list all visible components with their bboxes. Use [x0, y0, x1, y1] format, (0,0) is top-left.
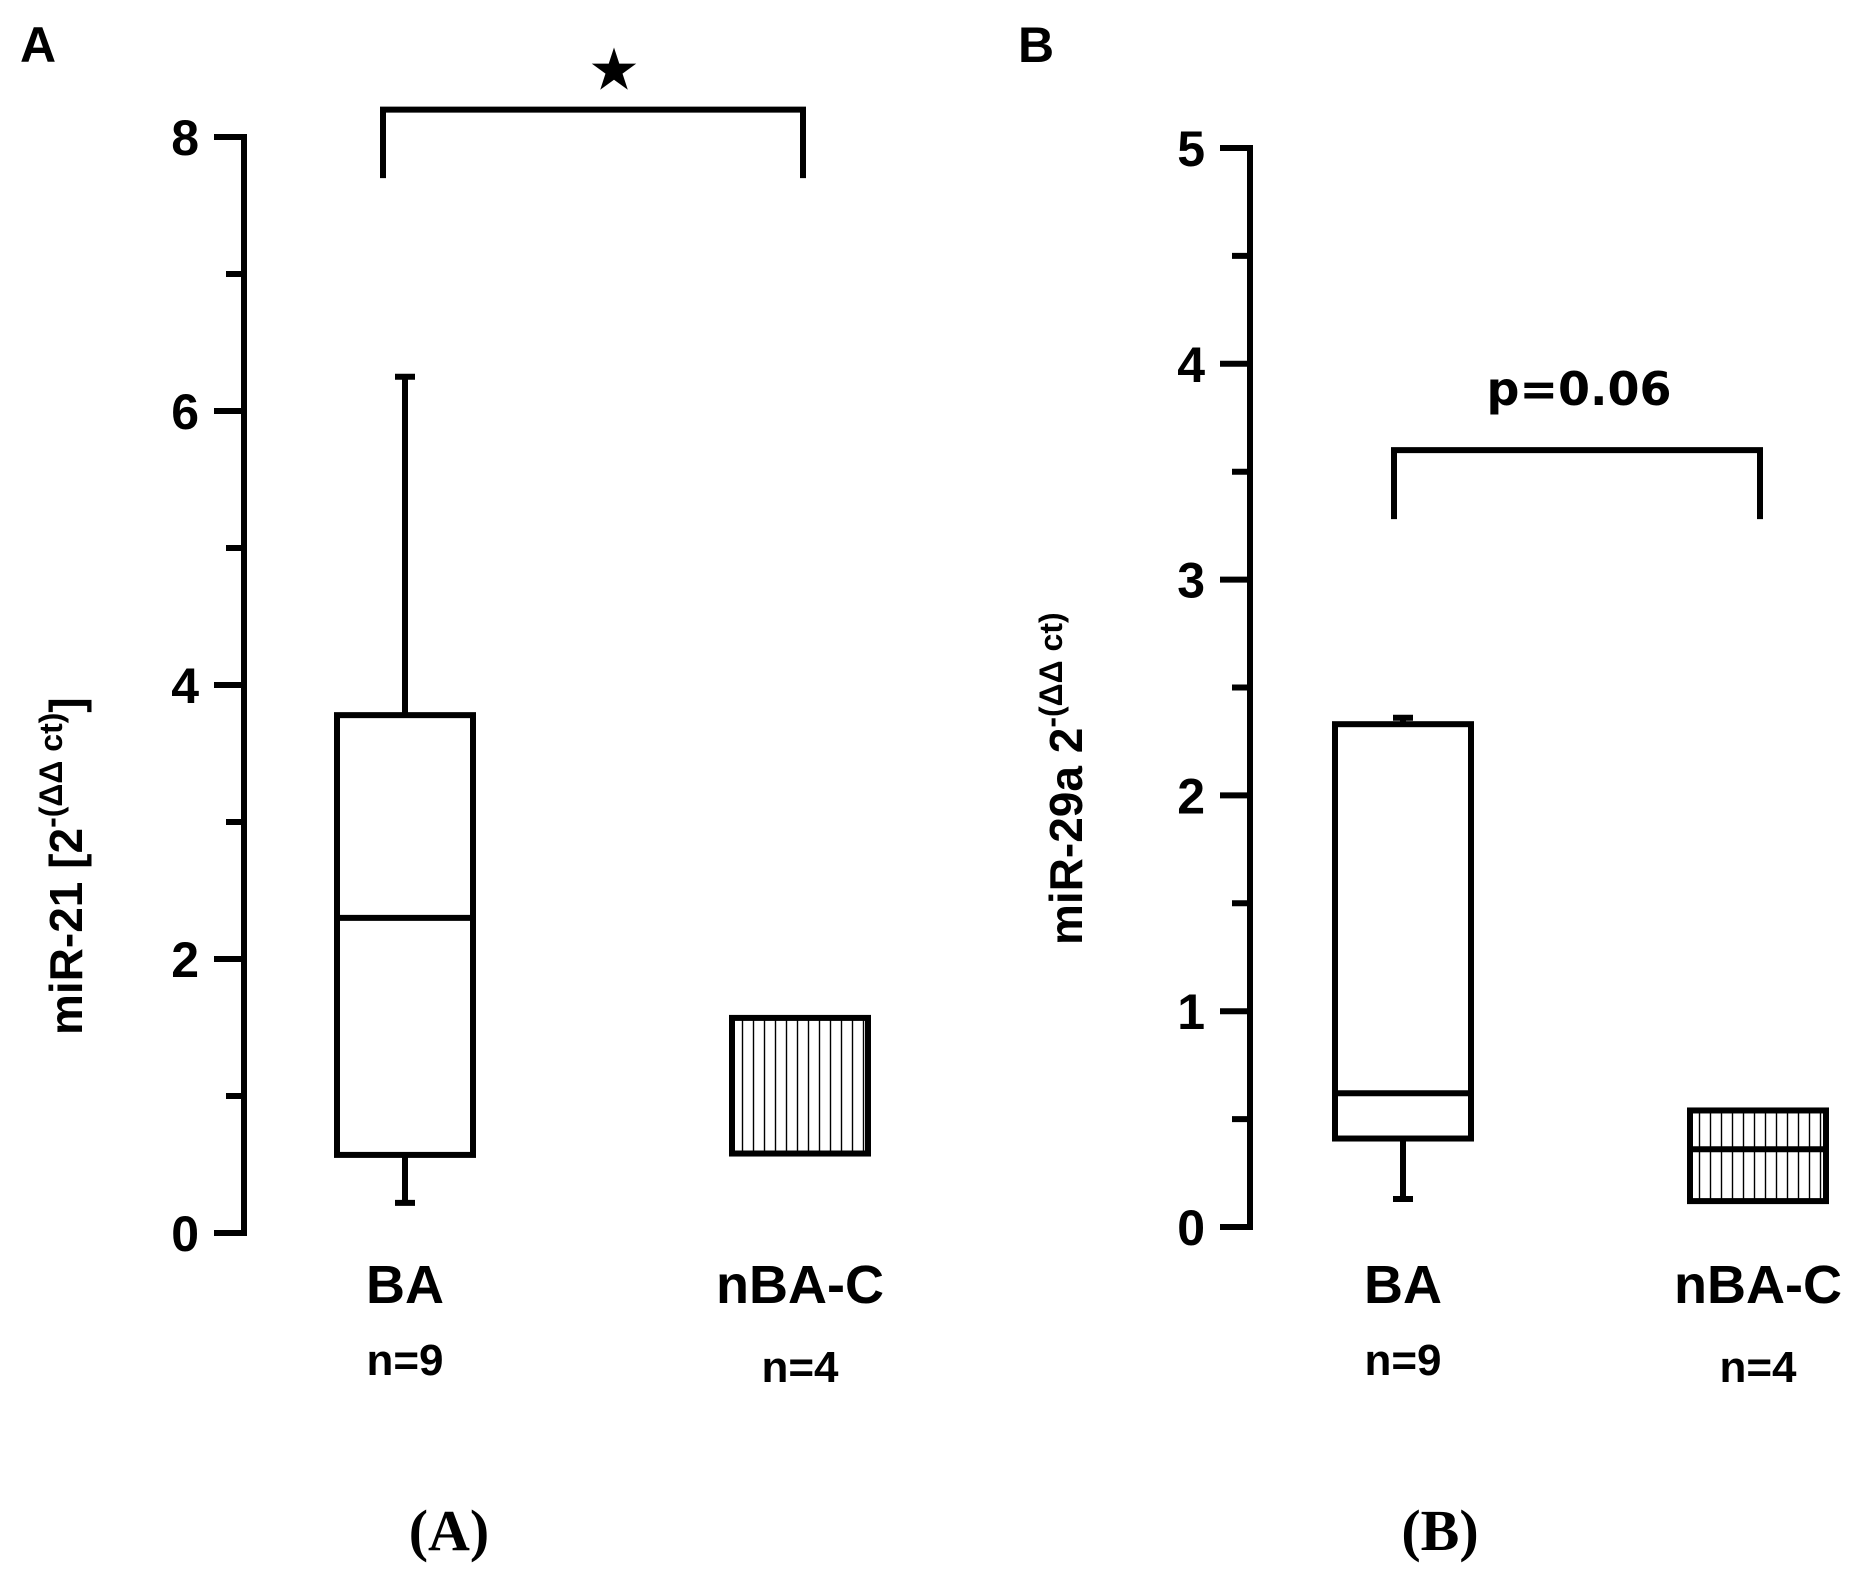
- panel-a-tick-label: 0: [171, 1206, 199, 1262]
- svg-text:miR-29a 2-(ΔΔ ct): miR-29a 2-(ΔΔ ct): [1033, 612, 1092, 945]
- panel-a-group-nba-c-box: [729, 1014, 871, 1157]
- panel-b-y-axis: 0 1 2 3 4 5: [1177, 121, 1253, 1256]
- panel-a-x-label-nba-c: nBA-C: [716, 1255, 884, 1315]
- panel-a-n-label-ba: n=9: [366, 1336, 443, 1385]
- panel-b-significance-bracket: [1391, 447, 1763, 520]
- panel-a-n-label-nba-c: n=4: [761, 1343, 839, 1392]
- panel-a-y-axis-title-main: miR-21 [2: [40, 828, 92, 1035]
- svg-text:miR-21 [2-(ΔΔ ct)]: miR-21 [2-(ΔΔ ct)]: [33, 697, 92, 1035]
- panel-b-y-axis-title: miR-29a 2-(ΔΔ ct): [1033, 612, 1092, 945]
- panel-a-y-axis-title: miR-21 [2-(ΔΔ ct)]: [33, 697, 92, 1035]
- panel-a-group-ba-box: [334, 712, 476, 1158]
- panel-b-n-label-nba-c: n=4: [1719, 1343, 1797, 1392]
- panel-a-caption: (A): [409, 1498, 490, 1563]
- panel-b-significance: p=0.06: [1391, 362, 1763, 520]
- panel-b-y-axis-title-main: miR-29a 2: [1040, 728, 1092, 945]
- panel-b-x-labels: BA n=9 nBA-C n=4: [1364, 1255, 1842, 1392]
- panel-a-tick-label: 6: [171, 384, 199, 440]
- panel-b-boxes: [1332, 714, 1829, 1205]
- panel-b-tick-label: 5: [1177, 121, 1205, 177]
- panel-a-tick-label: 2: [171, 932, 199, 988]
- panel-b-y-axis-title-exponent: -(ΔΔ ct): [1033, 612, 1069, 727]
- panel-a-significance-bracket: [380, 106, 806, 179]
- panel-a-y-axis-title-end: ]: [40, 697, 92, 712]
- panel-a-label: A: [20, 17, 56, 73]
- panel-b-x-label-ba: BA: [1364, 1255, 1442, 1315]
- panel-b-significance-label: p=0.06: [1487, 362, 1672, 416]
- panel-a-boxes: [334, 373, 871, 1206]
- panel-b-n-label-ba: n=9: [1364, 1336, 1441, 1385]
- panel-b-tick-label: 0: [1177, 1200, 1205, 1256]
- panel-b-group-nba-c-box: [1687, 1107, 1829, 1205]
- panel-b-tick-label: 4: [1177, 337, 1205, 393]
- panel-a-tick-label: 4: [171, 658, 199, 714]
- panel-a-x-label-ba: BA: [366, 1255, 444, 1315]
- panel-a-significance: ★: [380, 36, 806, 179]
- panel-b-tick-label: 1: [1177, 984, 1205, 1040]
- panel-a-x-labels: BA n=9 nBA-C n=4: [366, 1255, 884, 1392]
- panel-b-label: B: [1018, 17, 1054, 73]
- panel-a-significance-label: ★: [588, 36, 640, 104]
- panel-a-y-axis-title-exponent: -(ΔΔ ct): [33, 713, 69, 828]
- panel-b: B miR-29a 2-(ΔΔ ct) 0 1 2 3 4 5 p=0.06 BA n=9…: [1018, 17, 1842, 1563]
- panel-b-tick-label: 2: [1177, 768, 1205, 824]
- panel-b-group-ba-box: [1332, 721, 1474, 1142]
- panel-a: A miR-21 [2-(ΔΔ ct)] 0 2 4 6 8 ★ BA n=9 nBA-…: [20, 17, 884, 1563]
- panel-b-tick-label: 3: [1177, 553, 1205, 609]
- panel-b-x-label-nba-c: nBA-C: [1674, 1255, 1842, 1315]
- panel-b-caption: (B): [1401, 1498, 1478, 1563]
- panel-a-tick-label: 8: [171, 110, 199, 166]
- panel-a-y-axis: 0 2 4 6 8: [171, 110, 247, 1262]
